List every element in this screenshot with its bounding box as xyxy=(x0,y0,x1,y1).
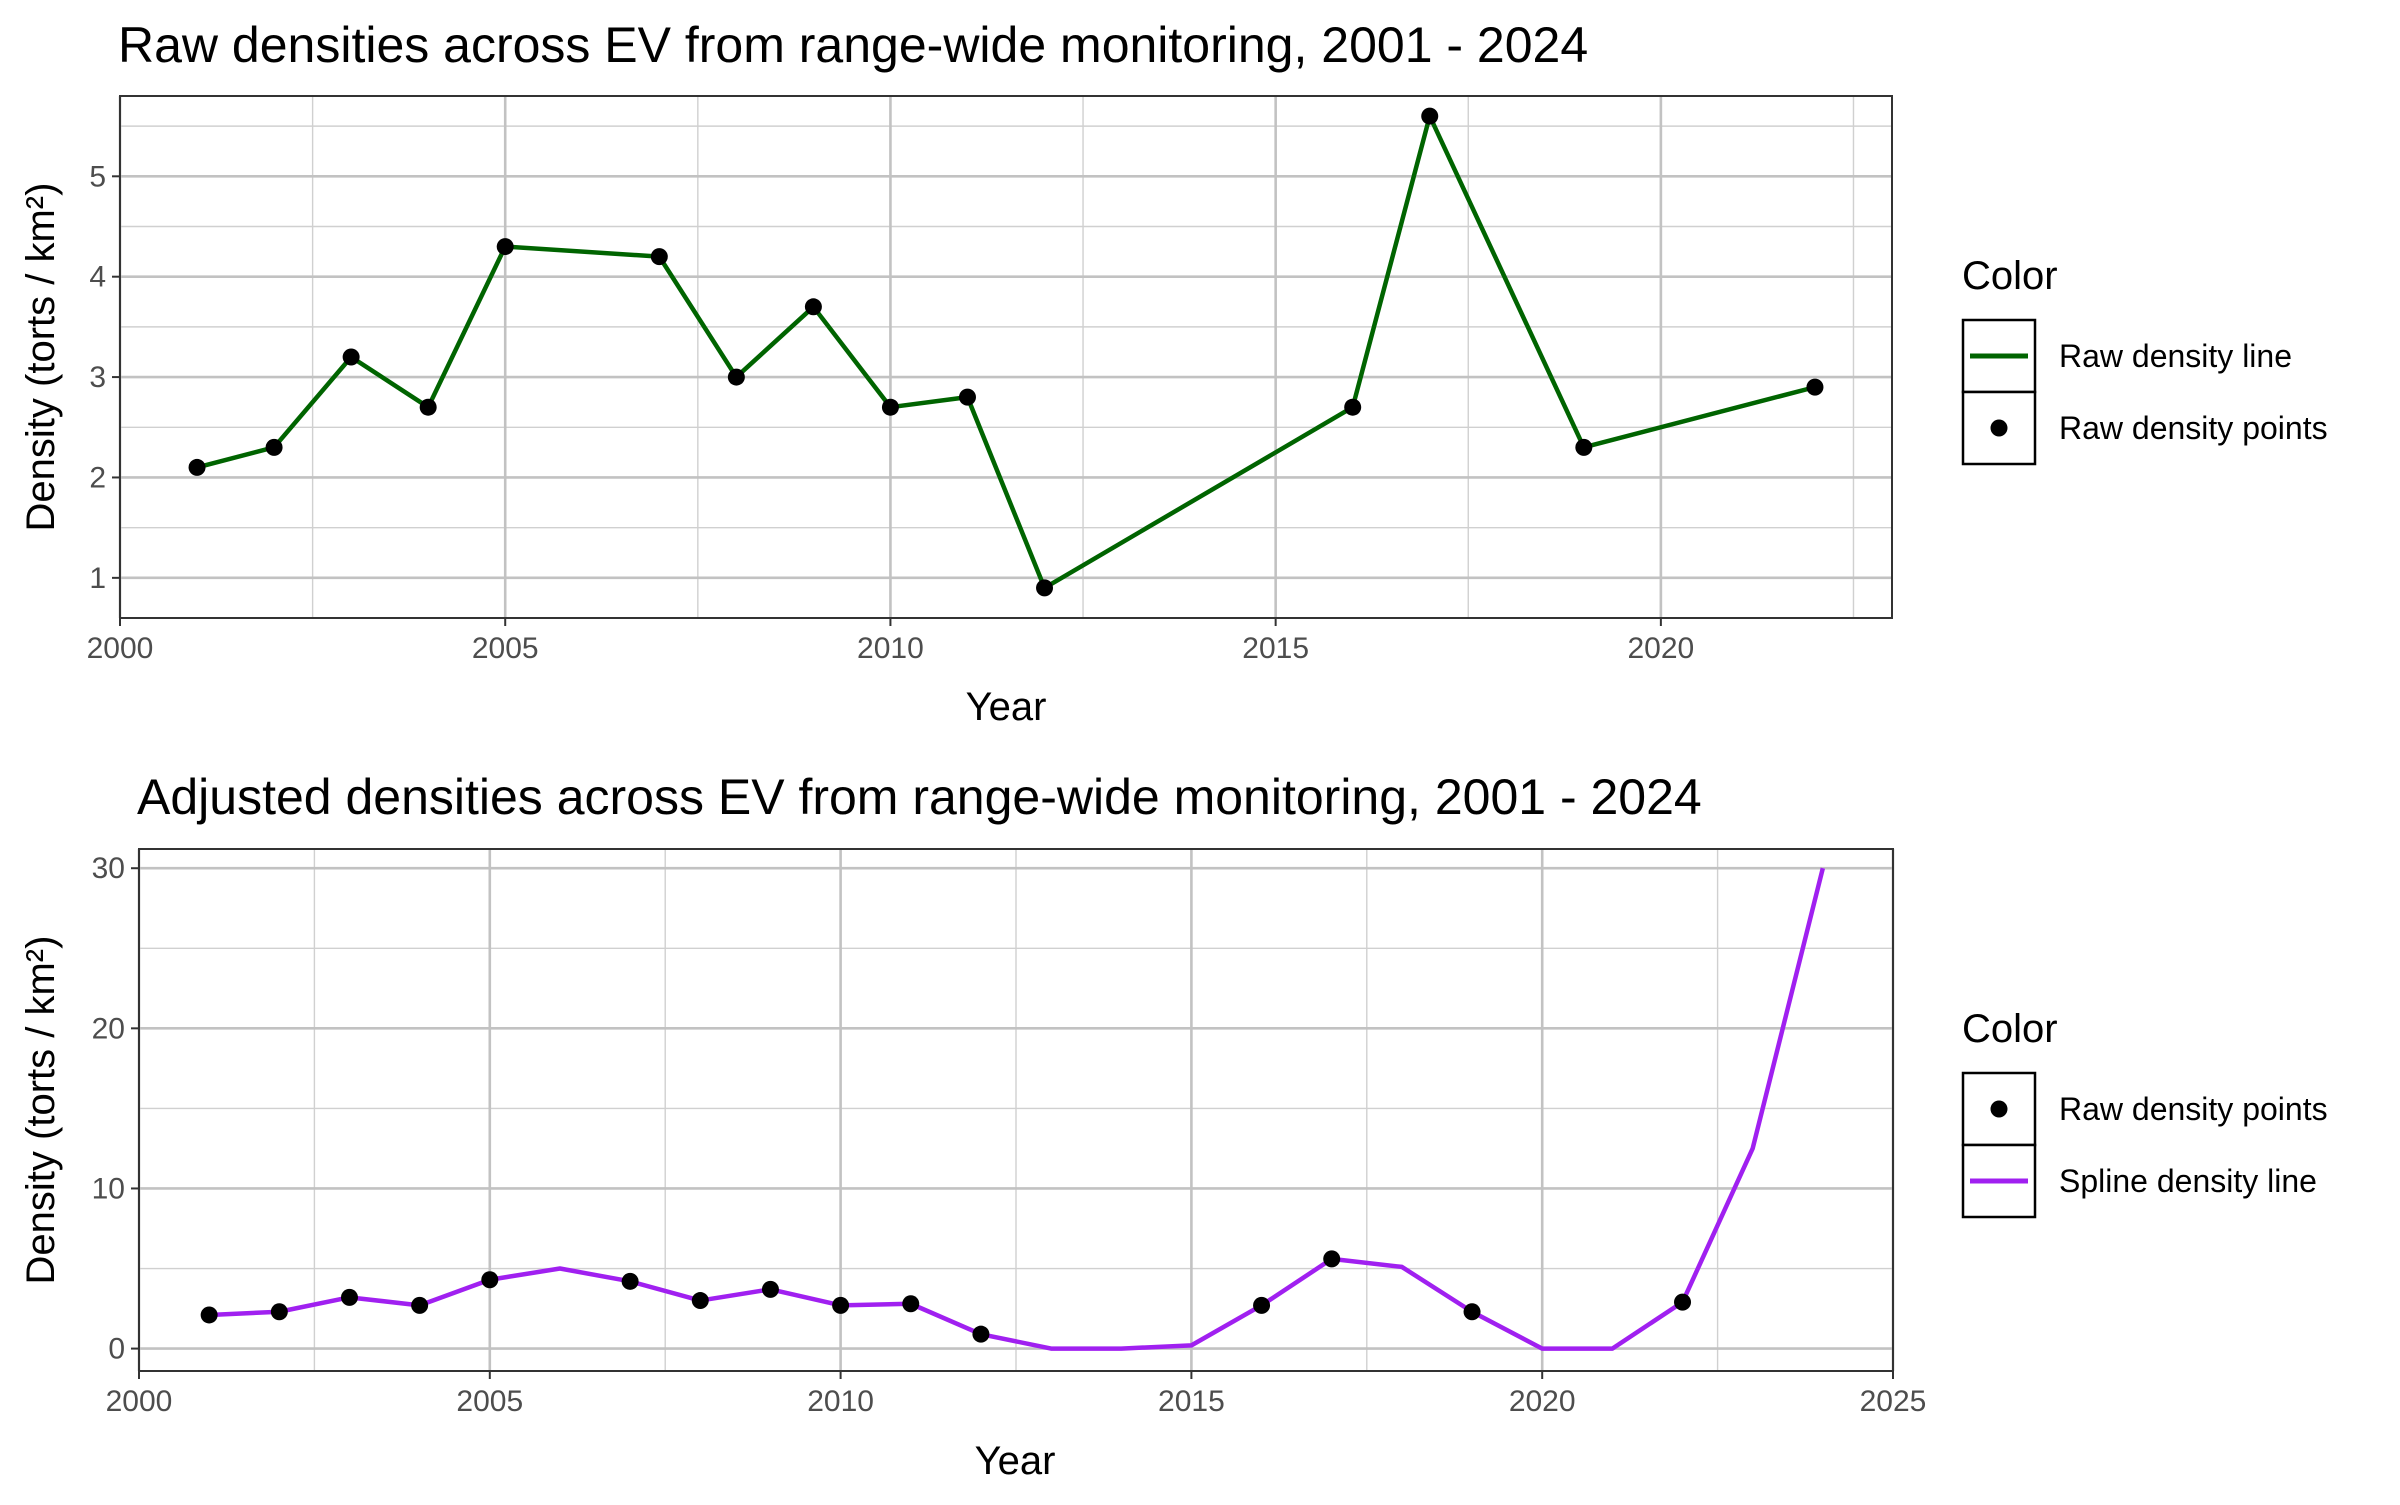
legend-point-swatch xyxy=(1990,1100,2008,1118)
data-point xyxy=(958,388,976,406)
y-tick-label: 2 xyxy=(89,461,106,494)
panel-adjusted-densities: Adjusted densities across EV from range-… xyxy=(19,769,2328,1483)
legend-label: Raw density line xyxy=(2059,338,2292,374)
y-axis-ticks: 1 2 3 4 5 xyxy=(89,160,120,595)
data-point xyxy=(1323,1250,1341,1268)
y-tick-label: 10 xyxy=(92,1172,125,1205)
x-tick-label: 2015 xyxy=(1158,1385,1225,1418)
legend: Color Raw density line Raw density point… xyxy=(1961,254,2328,466)
legend-item-raw-density-line: Raw density line xyxy=(1961,318,2292,394)
x-tick-label: 2020 xyxy=(1627,632,1694,665)
y-tick-label: 30 xyxy=(92,852,125,885)
x-tick-label: 2020 xyxy=(1509,1385,1576,1418)
legend-item-raw-density-points: Raw density points xyxy=(1961,390,2328,466)
spline-density-line xyxy=(209,867,1826,1351)
data-point xyxy=(881,398,899,416)
data-point xyxy=(1806,378,1824,396)
major-gridlines xyxy=(118,96,1892,618)
x-tick-label: 2005 xyxy=(472,632,539,665)
x-axis-title: Year xyxy=(966,685,1047,729)
legend-point-swatch xyxy=(1990,419,2008,437)
data-point xyxy=(340,1288,358,1306)
x-axis-ticks: 2000 2005 2010 2015 2020 xyxy=(87,618,1694,665)
plot-panel-border xyxy=(138,848,1894,1372)
data-point xyxy=(902,1295,920,1313)
x-tick-label: 2015 xyxy=(1242,632,1309,665)
x-axis-title: Year xyxy=(975,1439,1056,1483)
raw-density-line xyxy=(196,113,1816,591)
data-point xyxy=(621,1272,639,1290)
legend-label: Spline density line xyxy=(2059,1163,2317,1199)
y-tick-label: 1 xyxy=(89,562,106,595)
data-point xyxy=(1253,1296,1271,1314)
chart-title: Adjusted densities across EV from range-… xyxy=(137,769,1702,825)
y-tick-label: 5 xyxy=(89,160,106,193)
x-tick-label: 2000 xyxy=(87,632,154,665)
legend: Color Raw density points Spline density … xyxy=(1961,1007,2328,1219)
data-point xyxy=(1575,438,1593,456)
data-point xyxy=(270,1303,288,1321)
x-tick-label: 2025 xyxy=(1860,1385,1927,1418)
legend-label: Raw density points xyxy=(2059,410,2328,446)
x-tick-label: 2005 xyxy=(456,1385,523,1418)
legend-title: Color xyxy=(1962,1007,2058,1051)
data-point xyxy=(1463,1303,1481,1321)
plot-panel-border xyxy=(119,95,1893,619)
y-tick-label: 20 xyxy=(92,1012,125,1045)
x-tick-label: 2010 xyxy=(807,1385,874,1418)
data-series xyxy=(188,107,1824,597)
y-tick-label: 3 xyxy=(89,361,106,394)
data-point xyxy=(419,398,437,416)
data-point xyxy=(691,1292,709,1310)
data-point xyxy=(761,1280,779,1298)
data-point xyxy=(496,238,514,256)
data-series xyxy=(200,867,1826,1351)
data-point xyxy=(265,438,283,456)
x-tick-label: 2000 xyxy=(106,1385,173,1418)
legend-item-raw-density-points: Raw density points xyxy=(1961,1071,2328,1147)
data-point xyxy=(188,458,206,476)
x-tick-label: 2010 xyxy=(857,632,924,665)
data-point xyxy=(342,348,360,366)
data-point xyxy=(804,298,822,316)
legend-title: Color xyxy=(1962,254,2058,298)
data-point xyxy=(200,1306,218,1324)
data-point xyxy=(972,1325,990,1343)
minor-gridlines xyxy=(139,849,1893,1371)
legend-label: Raw density points xyxy=(2059,1091,2328,1127)
y-tick-label: 4 xyxy=(89,261,106,294)
y-axis-title: Density (torts / km²) xyxy=(19,936,63,1285)
y-axis-title: Density (torts / km²) xyxy=(19,183,63,532)
x-axis-ticks: 2000 2005 2010 2015 2020 2025 xyxy=(106,1371,1927,1418)
data-point xyxy=(650,248,668,266)
minor-gridlines xyxy=(120,96,1892,618)
data-point xyxy=(727,368,745,386)
data-point xyxy=(832,1296,850,1314)
data-point xyxy=(1344,398,1362,416)
data-point xyxy=(1036,579,1054,597)
panel-raw-densities: Raw densities across EV from range-wide … xyxy=(19,17,2328,729)
y-tick-label: 0 xyxy=(108,1333,125,1366)
legend-item-spline-density-line: Spline density line xyxy=(1961,1143,2317,1219)
chart-title: Raw densities across EV from range-wide … xyxy=(118,17,1588,73)
data-point xyxy=(411,1296,429,1314)
data-point xyxy=(1421,107,1439,125)
data-point xyxy=(1674,1293,1692,1311)
data-point xyxy=(481,1271,499,1289)
y-axis-ticks: 0 10 20 30 xyxy=(92,852,139,1366)
